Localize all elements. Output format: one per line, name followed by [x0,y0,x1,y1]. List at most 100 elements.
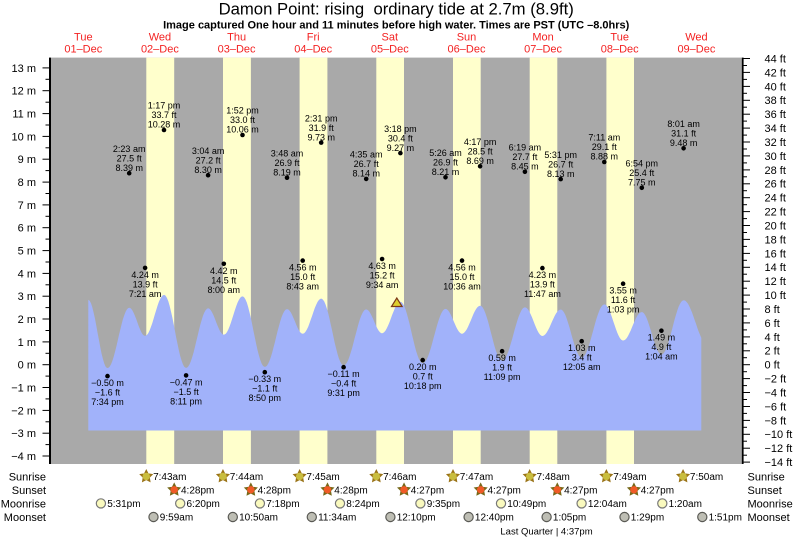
svg-text:Wed: Wed [149,32,171,44]
svg-text:−0.4 ft: −0.4 ft [331,379,357,389]
svg-text:1 m: 1 m [18,337,36,349]
svg-text:9:59am: 9:59am [160,513,193,524]
svg-text:2:31 pm: 2:31 pm [305,113,338,123]
svg-text:Thu: Thu [227,32,246,44]
svg-text:26.7 ft: 26.7 ft [354,159,380,169]
svg-text:4.23 m: 4.23 m [529,270,557,280]
svg-text:30 ft: 30 ft [765,151,786,163]
svg-text:7:21 am: 7:21 am [129,289,162,299]
svg-text:Moonrise: Moonrise [1,499,46,511]
svg-text:33.7 ft: 33.7 ft [151,110,177,120]
svg-text:1:03 pm: 1:03 pm [607,305,640,315]
svg-text:0.20 m: 0.20 m [409,362,437,372]
svg-text:1.49 m: 1.49 m [648,333,676,343]
svg-text:11:34am: 11:34am [318,513,356,524]
svg-text:15.2 ft: 15.2 ft [370,271,396,281]
svg-text:13.9 ft: 13.9 ft [530,280,556,290]
svg-text:8.13 m: 8.13 m [547,169,575,179]
svg-text:10:50am: 10:50am [239,513,278,524]
svg-text:Moonset: Moonset [748,512,790,524]
svg-text:Sunrise: Sunrise [748,472,785,484]
svg-text:8 m: 8 m [18,177,36,189]
svg-text:−1 m: −1 m [11,382,36,394]
svg-text:7:48am: 7:48am [537,472,570,483]
svg-text:3 m: 3 m [18,291,36,303]
svg-text:8:50 pm: 8:50 pm [249,393,282,403]
svg-text:−10 ft: −10 ft [765,429,793,441]
svg-text:4.9 ft: 4.9 ft [651,342,672,352]
svg-text:06–Dec: 06–Dec [448,44,486,56]
svg-text:9.73 m: 9.73 m [307,132,335,142]
svg-text:5:31pm: 5:31pm [107,499,140,510]
svg-text:Sat: Sat [382,32,399,44]
svg-text:7:43am: 7:43am [153,472,186,483]
svg-text:8:01 am: 8:01 am [667,119,700,129]
svg-text:−0.11 m: −0.11 m [328,369,360,379]
svg-text:−4 ft: −4 ft [765,387,787,399]
svg-text:−0.47 m: −0.47 m [170,377,203,387]
svg-text:8.39 m: 8.39 m [115,163,143,173]
svg-text:−14 ft: −14 ft [765,457,793,469]
svg-text:8.45 m: 8.45 m [511,162,539,172]
svg-text:28 ft: 28 ft [765,165,786,177]
svg-text:9.48 m: 9.48 m [670,138,698,148]
svg-text:27.7 ft: 27.7 ft [512,152,538,162]
svg-text:05–Dec: 05–Dec [371,44,409,56]
svg-text:4.24 m: 4.24 m [131,270,159,280]
svg-text:26.9 ft: 26.9 ft [433,158,459,168]
svg-text:−1.6 ft: −1.6 ft [95,388,121,398]
svg-text:Sun: Sun [457,32,477,44]
svg-text:6 ft: 6 ft [765,318,780,330]
svg-text:4:27pm: 4:27pm [411,485,444,496]
svg-text:2 ft: 2 ft [765,346,780,358]
svg-text:12:05 am: 12:05 am [563,362,601,372]
svg-text:7:50am: 7:50am [690,472,723,483]
svg-text:4:35 am: 4:35 am [350,150,383,160]
svg-text:10:18 pm: 10:18 pm [404,381,442,391]
svg-text:7:46am: 7:46am [383,472,416,483]
svg-text:1.9 ft: 1.9 ft [492,363,513,373]
svg-text:−12 ft: −12 ft [765,443,793,455]
svg-text:11:47 am: 11:47 am [524,289,561,299]
svg-text:8:00 am: 8:00 am [208,285,241,295]
svg-text:4:28pm: 4:28pm [334,485,367,496]
svg-text:7.75 m: 7.75 m [628,178,656,188]
svg-text:44 ft: 44 ft [765,53,786,65]
svg-text:31.9 ft: 31.9 ft [309,123,335,133]
svg-text:Sunset: Sunset [748,485,782,497]
svg-text:28.5 ft: 28.5 ft [468,147,494,157]
svg-text:9:31 pm: 9:31 pm [327,388,360,398]
svg-text:25.4 ft: 25.4 ft [629,168,655,178]
svg-text:10:49pm: 10:49pm [507,499,546,510]
svg-text:1:17 pm: 1:17 pm [148,101,181,111]
svg-text:16 ft: 16 ft [765,248,786,260]
svg-text:Mon: Mon [532,32,553,44]
svg-text:8.88 m: 8.88 m [591,152,619,162]
svg-text:30.4 ft: 30.4 ft [388,133,414,143]
svg-text:4:27pm: 4:27pm [488,485,521,496]
svg-text:8:43 am: 8:43 am [286,282,319,292]
svg-text:6:54 pm: 6:54 pm [626,159,659,169]
svg-text:4 m: 4 m [18,268,36,280]
svg-text:03–Dec: 03–Dec [218,44,256,56]
svg-text:−6 ft: −6 ft [765,401,787,413]
svg-text:4 ft: 4 ft [765,332,780,344]
svg-text:5:31 pm: 5:31 pm [544,150,577,160]
svg-text:5 m: 5 m [18,246,36,258]
svg-text:8.14 m: 8.14 m [352,169,380,179]
svg-text:Damon Point: rising ordinary: Damon Point: rising ordinary tide at 2.7… [219,0,574,18]
svg-text:9:34 am: 9:34 am [366,280,399,290]
svg-text:3.55 m: 3.55 m [609,286,637,296]
svg-text:8.69 m: 8.69 m [466,156,494,166]
svg-text:10:36 am: 10:36 am [443,282,481,292]
svg-text:4.56 m: 4.56 m [448,263,476,273]
svg-text:26.9 ft: 26.9 ft [274,158,300,168]
svg-text:04–Dec: 04–Dec [294,44,332,56]
svg-text:13.9 ft: 13.9 ft [133,279,159,289]
svg-text:13 m: 13 m [12,63,36,75]
svg-text:10.28 m: 10.28 m [148,120,181,130]
svg-text:11.6 ft: 11.6 ft [611,295,636,305]
svg-text:1:20am: 1:20am [669,499,702,510]
svg-text:34 ft: 34 ft [765,123,786,135]
svg-text:32 ft: 32 ft [765,137,786,149]
